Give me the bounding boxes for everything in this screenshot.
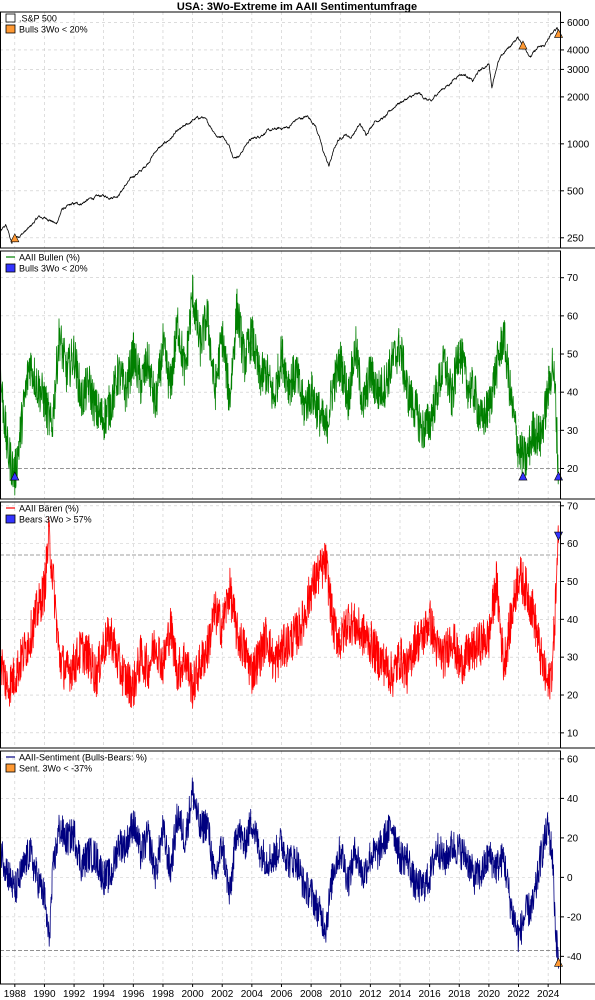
y-tick-label: 1000 [567, 139, 590, 150]
panel-bulls: 20 30 40 50 60 70 AAII Bullen (%)Bulls 3Wo < 2… [0, 250, 595, 500]
y-tick-label: -20 [567, 912, 582, 923]
legend-swatch [5, 24, 16, 34]
x-tick-label: 2000 [181, 989, 204, 1000]
chart-title: USA: 3Wo-Extreme im AAII Sentimentumfrag… [177, 1, 417, 13]
legend-label: AAII Bären (%) [19, 504, 79, 514]
panel-frame [0, 250, 561, 500]
signal-marker [518, 40, 528, 50]
x-tick-label: 2014 [389, 989, 412, 1000]
legend-label: Sent. 3Wo < -37% [19, 764, 92, 774]
x-tick-label: 2018 [448, 989, 471, 1000]
series-line-bulls [0, 274, 559, 496]
x-tick-label: 2006 [270, 989, 293, 1000]
x-tick-label: 2022 [507, 989, 530, 1000]
y-tick-label: 60 [567, 754, 579, 765]
series-line-sp500 [0, 26, 560, 244]
x-tick-label: 1998 [152, 989, 175, 1000]
y-tick-label: 30 [567, 653, 579, 664]
y-tick-label: 3000 [567, 65, 590, 76]
y-tick-label: 0 [567, 873, 573, 884]
signal-marker [554, 531, 564, 541]
x-tick-label: 2012 [359, 989, 382, 1000]
legend-bulls: AAII Bullen (%)Bulls 3Wo < 20% [5, 253, 88, 274]
legend-label: Bulls 3Wo < 20% [19, 264, 88, 274]
legend-swatch [5, 514, 16, 524]
y-tick-label: 2000 [567, 92, 590, 103]
signal-marker [554, 471, 564, 481]
legend-swatch [5, 763, 16, 773]
panel-frame [0, 501, 561, 749]
x-tick-label: 1994 [93, 989, 116, 1000]
y-tick-label: 250 [567, 233, 584, 244]
x-tick-label: 1992 [63, 989, 86, 1000]
legend-bears: AAII Bären (%)Bears 3Wo > 57% [5, 504, 92, 525]
x-axis: 1988 1990 1992 1994 1996 1998 2000 2002 2004 2006… [4, 984, 560, 1000]
x-tick-label: 2024 [537, 989, 560, 1000]
signal-marker [10, 471, 20, 481]
signal-marker [554, 957, 564, 967]
x-tick-label: 2002 [211, 989, 234, 1000]
series-line-sentiment [0, 777, 559, 969]
y-tick-label: 50 [567, 577, 579, 588]
y-tick-label: 20 [567, 691, 579, 702]
y-tick-label: -40 [567, 952, 582, 963]
y-tick-label: 500 [567, 186, 584, 197]
y-tick-label: 60 [567, 539, 579, 550]
x-tick-label: 2008 [300, 989, 323, 1000]
x-tick-label: 2010 [330, 989, 353, 1000]
legend-label: AAII-Sentiment (Bulls-Bears: %) [19, 753, 147, 763]
legend-swatch [5, 263, 16, 273]
panel-sp500: 250 500 1000 2000 3000 4000 6000 .S&P 500Bulls … [0, 11, 595, 249]
legend-label: .S&P 500 [19, 14, 57, 24]
y-tick-label: 4000 [567, 45, 590, 56]
x-tick-label: 2020 [478, 989, 501, 1000]
x-tick-label: 2016 [419, 989, 442, 1000]
x-tick-label: 1988 [4, 989, 27, 1000]
panel-bears: 10 20 30 40 50 60 70 AAII Bären (%)Bears 3Wo > … [0, 501, 595, 749]
y-tick-label: 60 [567, 311, 579, 322]
legend-label: Bears 3Wo > 57% [19, 515, 92, 525]
x-tick-label: 2004 [241, 989, 264, 1000]
legend-label: AAII Bullen (%) [19, 253, 80, 263]
y-tick-label: 40 [567, 794, 579, 805]
y-tick-label: 70 [567, 501, 579, 512]
y-tick-label: 40 [567, 615, 579, 626]
signal-marker [518, 471, 528, 481]
y-tick-label: 40 [567, 388, 579, 399]
legend-label: Bulls 3Wo < 20% [19, 25, 88, 35]
legend-swatch [5, 13, 16, 23]
y-tick-label: 50 [567, 350, 579, 361]
panel-frame [0, 11, 561, 249]
legend-sentiment: AAII-Sentiment (Bulls-Bears: %)Sent. 3Wo… [5, 753, 147, 774]
y-tick-label: 30 [567, 426, 579, 437]
y-tick-label: 10 [567, 728, 579, 739]
y-tick-label: 20 [567, 833, 579, 844]
y-tick-label: 20 [567, 464, 579, 475]
y-tick-label: 70 [567, 273, 579, 284]
y-tick-label: 6000 [567, 18, 590, 29]
signal-marker [10, 233, 20, 243]
x-tick-label: 1990 [33, 989, 56, 1000]
x-tick-label: 1996 [122, 989, 145, 1000]
panel-sentiment: -40 -20 0 20 40 60 AAII-Sentiment (Bulls-Bears… [0, 750, 595, 985]
series-line-bears [0, 516, 559, 709]
